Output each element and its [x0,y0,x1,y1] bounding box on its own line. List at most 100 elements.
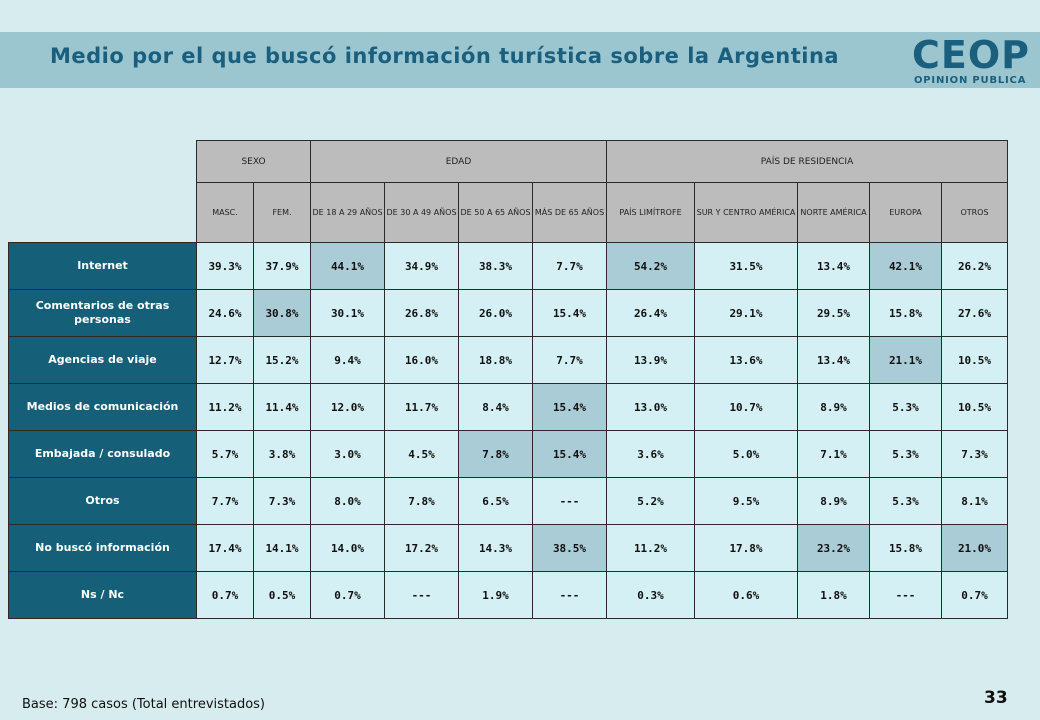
data-cell: 6.5% [458,477,533,525]
data-cell: 11.4% [253,383,311,431]
data-cell: 31.5% [694,242,798,290]
data-cell: 26.4% [606,289,695,337]
data-cell: 26.2% [941,242,1008,290]
page-number: 33 [984,688,1008,708]
data-cell: 1.8% [797,571,870,619]
column-header: OTROS [941,182,1008,243]
data-cell: 38.3% [458,242,533,290]
data-cell: 14.0% [310,524,385,572]
row-label: Medios de comunicación [8,383,197,431]
data-cell: 7.7% [532,242,607,290]
table-row: No buscó información 17.4% 14.1% 14.0% 17.2%… [8,524,1008,572]
data-cell: 17.4% [196,524,254,572]
data-cell: 17.8% [694,524,798,572]
table-row: Comentarios de otras personas 24.6% 30.8% 3… [8,289,1008,337]
table-row: Agencias de viaje 12.7% 15.2% 9.4% 16.0% 18.8… [8,336,1008,384]
data-cell: 5.0% [694,430,798,478]
data-cell: 18.8% [458,336,533,384]
data-cell: 26.8% [384,289,459,337]
data-cell: 11.2% [606,524,695,572]
title-bar [0,32,1040,88]
data-cell: 15.4% [532,289,607,337]
results-table: SEXO EDAD PAÍS DE RESIDENCIA MASC. FEM. DE… [8,140,1008,619]
data-cell: 44.1% [310,242,385,290]
group-header-edad: EDAD [310,140,607,183]
data-cell: 0.7% [310,571,385,619]
data-cell: 5.3% [869,477,942,525]
table-corner [9,141,197,183]
data-cell: 15.4% [532,430,607,478]
data-cell: 11.7% [384,383,459,431]
column-header: PAÍS LIMÍTROFE [606,182,695,243]
column-header: DE 50 A 65 AÑOS [458,182,533,243]
data-cell: 14.3% [458,524,533,572]
data-cell: 7.3% [253,477,311,525]
logo-main-text: CEOP [912,33,1030,77]
data-cell: 7.8% [384,477,459,525]
column-header: SUR Y CENTRO AMÉRICA [694,182,798,243]
data-cell: 8.9% [797,383,870,431]
data-cell: 12.7% [196,336,254,384]
data-cell: 39.3% [196,242,254,290]
data-cell: 26.0% [458,289,533,337]
data-cell: 8.1% [941,477,1008,525]
data-cell: 1.9% [458,571,533,619]
row-label: Comentarios de otras personas [8,289,197,337]
data-cell: 8.4% [458,383,533,431]
data-cell: 13.0% [606,383,695,431]
data-cell: 15.2% [253,336,311,384]
data-cell: 34.9% [384,242,459,290]
column-header: FEM. [253,182,311,243]
data-cell: 7.7% [532,336,607,384]
data-cell: 15.8% [869,524,942,572]
data-cell: 17.2% [384,524,459,572]
data-cell: 8.0% [310,477,385,525]
data-cell: 24.6% [196,289,254,337]
column-header: MASC. [196,182,254,243]
data-cell: 29.1% [694,289,798,337]
data-cell: 10.7% [694,383,798,431]
data-cell: 11.2% [196,383,254,431]
column-header: DE 30 A 49 AÑOS [384,182,459,243]
data-cell: 10.5% [941,336,1008,384]
column-header: EUROPA [869,182,942,243]
data-cell: 9.4% [310,336,385,384]
ceop-logo: CEOP OPINION PUBLICA [904,33,1034,93]
table-row: Ns / Nc 0.7% 0.5% 0.7% --- 1.9% --- 0.3% 0.6% 1.8… [8,571,1008,619]
row-label: Otros [8,477,197,525]
table-corner [9,183,197,243]
data-cell: 42.1% [869,242,942,290]
column-header: NORTE AMÉRICA [797,182,870,243]
data-cell: 5.3% [869,430,942,478]
data-cell: 5.2% [606,477,695,525]
data-cell: 5.7% [196,430,254,478]
table-row: Otros 7.7% 7.3% 8.0% 7.8% 6.5% --- 5.2% 9.5% 8.9%… [8,477,1008,525]
data-cell: 7.3% [941,430,1008,478]
data-cell: 0.7% [196,571,254,619]
group-header-sexo: SEXO [196,140,311,183]
data-cell: 13.9% [606,336,695,384]
data-cell: 8.9% [797,477,870,525]
data-cell: 21.1% [869,336,942,384]
data-cell: 3.0% [310,430,385,478]
data-cell: 27.6% [941,289,1008,337]
table-row: Medios de comunicación 11.2% 11.4% 12.0% 11.… [8,383,1008,431]
group-header-pais: PAÍS DE RESIDENCIA [606,140,1008,183]
data-cell: 13.4% [797,242,870,290]
column-header: MÁS DE 65 AÑOS [532,182,607,243]
data-cell: 30.8% [253,289,311,337]
row-label: Embajada / consulado [8,430,197,478]
column-header: DE 18 A 29 AÑOS [310,182,385,243]
data-cell: 38.5% [532,524,607,572]
table-row: Embajada / consulado 5.7% 3.8% 3.0% 4.5% 7.8%… [8,430,1008,478]
table-row: Internet 39.3% 37.9% 44.1% 34.9% 38.3% 7.7% 54.… [8,242,1008,290]
row-label: Agencias de viaje [8,336,197,384]
data-cell: 0.5% [253,571,311,619]
base-note: Base: 798 casos (Total entrevistados) [22,697,266,712]
data-cell: 3.8% [253,430,311,478]
data-cell: 23.2% [797,524,870,572]
data-cell: 0.3% [606,571,695,619]
data-cell: 0.6% [694,571,798,619]
data-cell: 7.7% [196,477,254,525]
data-cell: --- [532,571,607,619]
